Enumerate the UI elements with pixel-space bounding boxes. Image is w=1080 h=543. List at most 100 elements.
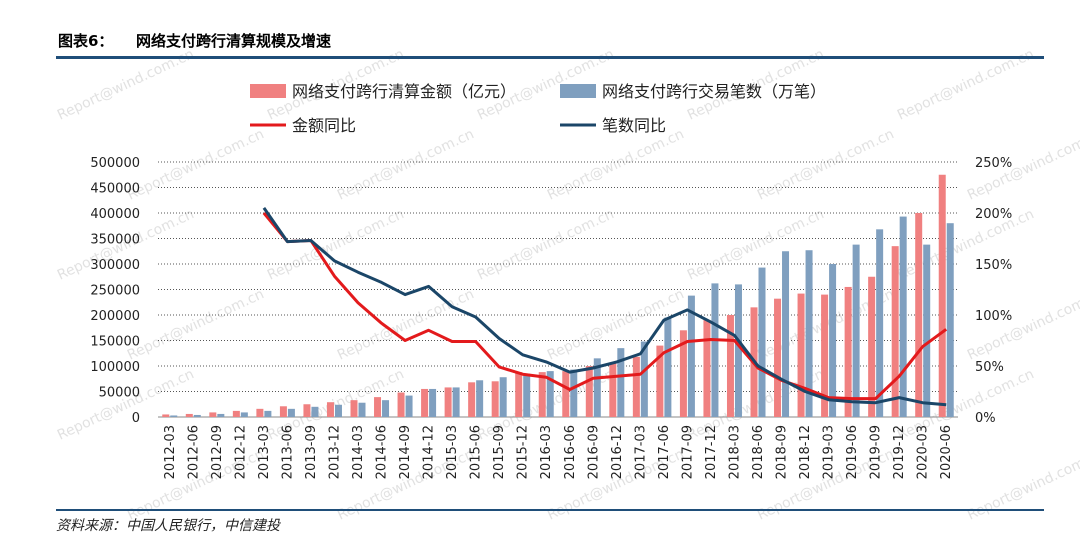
bar-clearing-amount	[397, 392, 405, 417]
x-tick-label: 2013-09	[304, 425, 319, 479]
bar-transaction-count	[240, 412, 248, 417]
bar-clearing-amount	[562, 371, 570, 417]
watermark-text: Report@wind.com.cn	[335, 126, 477, 203]
bar-clearing-amount	[726, 315, 734, 417]
legend-label-amount: 网络支付跨行清算金额（亿元）	[292, 82, 516, 101]
bar-clearing-amount	[938, 174, 946, 417]
bar-clearing-amount	[797, 293, 805, 417]
line-count-yoy	[262, 207, 947, 407]
watermark-text: Report@wind.com.cn	[335, 286, 477, 363]
bar-clearing-amount	[256, 408, 264, 417]
bar-transaction-count	[193, 414, 201, 417]
bar-clearing-amount	[868, 276, 876, 417]
bar-clearing-amount	[421, 388, 429, 417]
bar-transaction-count	[923, 244, 931, 417]
x-tick-label: 2014-03	[351, 425, 366, 479]
bar-transaction-count	[805, 250, 813, 417]
bar-transaction-count	[829, 264, 837, 417]
y-left-tick-label: 350000	[90, 233, 140, 248]
x-tick-label: 2019-12	[892, 425, 907, 479]
y-left-tick-label: 500000	[90, 156, 140, 171]
x-tick-label: 2017-06	[657, 425, 672, 479]
source-note: 资料来源：中国人民银行，中信建投	[56, 518, 280, 534]
bar-transaction-count	[334, 404, 342, 417]
x-tick-label: 2018-09	[775, 425, 790, 479]
bar-transaction-count	[170, 415, 178, 417]
x-tick-label: 2012-06	[186, 425, 201, 479]
y-right-tick-label: 250%	[975, 156, 1012, 171]
legend-label-count-yoy: 笔数同比	[602, 116, 666, 135]
watermark-text: Report@wind.com.cn	[965, 446, 1080, 523]
watermark-text: Report@wind.com.cn	[125, 126, 267, 203]
bar-clearing-amount	[632, 356, 640, 417]
x-tick-label: 2019-03	[822, 425, 837, 479]
watermark-text: Report@wind.com.cn	[965, 286, 1080, 363]
bar-clearing-amount	[232, 410, 240, 417]
legend-swatch-amount	[250, 84, 286, 98]
bar-clearing-amount	[538, 372, 546, 417]
bar-clearing-amount	[679, 330, 687, 417]
bar-transaction-count	[758, 267, 766, 417]
header-rule	[56, 56, 1044, 59]
watermark-text: Report@wind.com.cn	[545, 126, 687, 203]
bar-clearing-amount	[303, 404, 311, 417]
bar-transaction-count	[429, 388, 437, 417]
x-tick-label: 2017-09	[680, 425, 695, 479]
bar-clearing-amount	[350, 400, 358, 417]
bar-transaction-count	[946, 223, 954, 417]
bar-clearing-amount	[185, 413, 193, 417]
bar-transaction-count	[664, 317, 672, 417]
footer-rule	[56, 509, 1044, 511]
bar-clearing-amount	[844, 286, 852, 417]
bar-clearing-amount	[209, 412, 217, 417]
bar-clearing-amount	[609, 363, 617, 417]
y-left-tick-label: 200000	[90, 309, 140, 324]
bar-transaction-count	[358, 402, 366, 417]
x-tick-label: 2014-06	[375, 425, 390, 479]
bar-clearing-amount	[821, 294, 829, 417]
bar-clearing-amount	[491, 381, 499, 417]
x-tick-label: 2017-12	[704, 425, 719, 479]
x-tick-label: 2015-06	[469, 425, 484, 479]
y-right-tick-label: 0%	[975, 411, 996, 426]
bar-transaction-count	[405, 395, 413, 417]
y-left-tick-label: 250000	[90, 284, 140, 299]
y-left-tick-label: 100000	[90, 360, 140, 375]
bar-clearing-amount	[585, 366, 593, 417]
y-left-tick-label: 400000	[90, 207, 140, 222]
x-tick-label: 2015-12	[516, 425, 531, 479]
y-left-tick-label: 50000	[99, 386, 140, 401]
y-right-tick-label: 200%	[975, 207, 1012, 222]
bar-transaction-count	[899, 216, 907, 417]
bar-transaction-count	[452, 387, 460, 417]
bar-transaction-count	[782, 251, 790, 417]
bar-transaction-count	[852, 244, 860, 417]
y-left-tick-label: 300000	[90, 258, 140, 273]
bar-transaction-count	[476, 380, 484, 417]
legend-label-amount-yoy: 金额同比	[292, 116, 356, 135]
bar-clearing-amount	[656, 345, 664, 417]
x-tick-label: 2018-03	[727, 425, 742, 479]
bar-transaction-count	[711, 283, 719, 417]
x-tick-label: 2012-12	[233, 425, 248, 479]
bar-transaction-count	[546, 371, 554, 417]
watermark-text: Report@wind.com.cn	[125, 286, 267, 363]
y-left-tick-label: 0	[132, 411, 140, 426]
x-tick-label: 2013-12	[327, 425, 342, 479]
y-right-tick-label: 100%	[975, 309, 1012, 324]
x-tick-label: 2013-06	[280, 425, 295, 479]
legend-label-count: 网络支付跨行交易笔数（万笔）	[602, 82, 826, 101]
x-tick-label: 2015-09	[492, 425, 507, 479]
x-tick-label: 2014-09	[398, 425, 413, 479]
bar-clearing-amount	[515, 372, 523, 417]
watermark-text: Report@wind.com.cn	[755, 126, 897, 203]
bar-clearing-amount	[279, 406, 287, 417]
x-tick-label: 2018-06	[751, 425, 766, 479]
bar-clearing-amount	[915, 213, 923, 417]
watermark-text: Report@wind.com.cn	[685, 206, 827, 283]
bar-clearing-amount	[774, 298, 782, 417]
bar-clearing-amount	[326, 402, 334, 417]
watermark-text: Report@wind.com.cn	[475, 206, 617, 283]
bar-transaction-count	[876, 229, 884, 417]
